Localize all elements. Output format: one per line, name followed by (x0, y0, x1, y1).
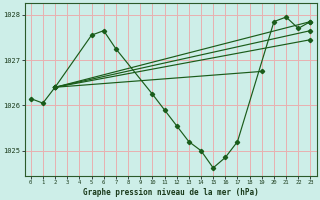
X-axis label: Graphe pression niveau de la mer (hPa): Graphe pression niveau de la mer (hPa) (83, 188, 259, 197)
